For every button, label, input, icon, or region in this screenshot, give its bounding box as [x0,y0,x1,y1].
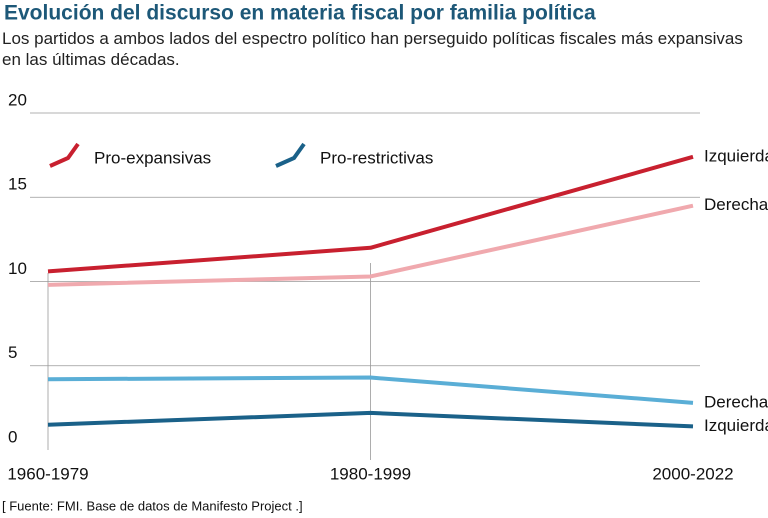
series-label: Izquierda [704,146,768,165]
y-tick-label: 20 [8,90,27,109]
legend-icon [49,142,80,168]
series-label: Derecha [704,392,768,411]
chart-title: Evolución del discurso en materia fiscal… [4,2,596,25]
y-tick-label: 5 [8,343,17,362]
y-tick-label: 15 [8,175,27,194]
x-tick-label: 1980-1999 [330,464,411,483]
legend-icon [275,142,306,168]
subtitle-box: Los partidos a ambos lados del espectro … [2,29,743,69]
series-line [47,410,694,429]
legend-label: Pro-restrictivas [320,148,433,167]
series-line [47,375,694,405]
series-label: Izquierda [704,416,768,435]
legend-label: Pro-expansivas [94,148,211,167]
y-tick-label: 0 [8,427,17,446]
chart-subtitle: Los partidos a ambos lados del espectro … [2,29,743,69]
series-label: Derecha [704,195,768,214]
series-line [47,203,694,287]
y-tick-label: 10 [8,259,27,278]
source: [ Fuente: FMI. Base de datos de Manifest… [2,498,303,513]
series-line [47,154,694,274]
x-tick-label: 1960-1979 [7,464,88,483]
x-tick-label: 2000-2022 [652,464,733,483]
